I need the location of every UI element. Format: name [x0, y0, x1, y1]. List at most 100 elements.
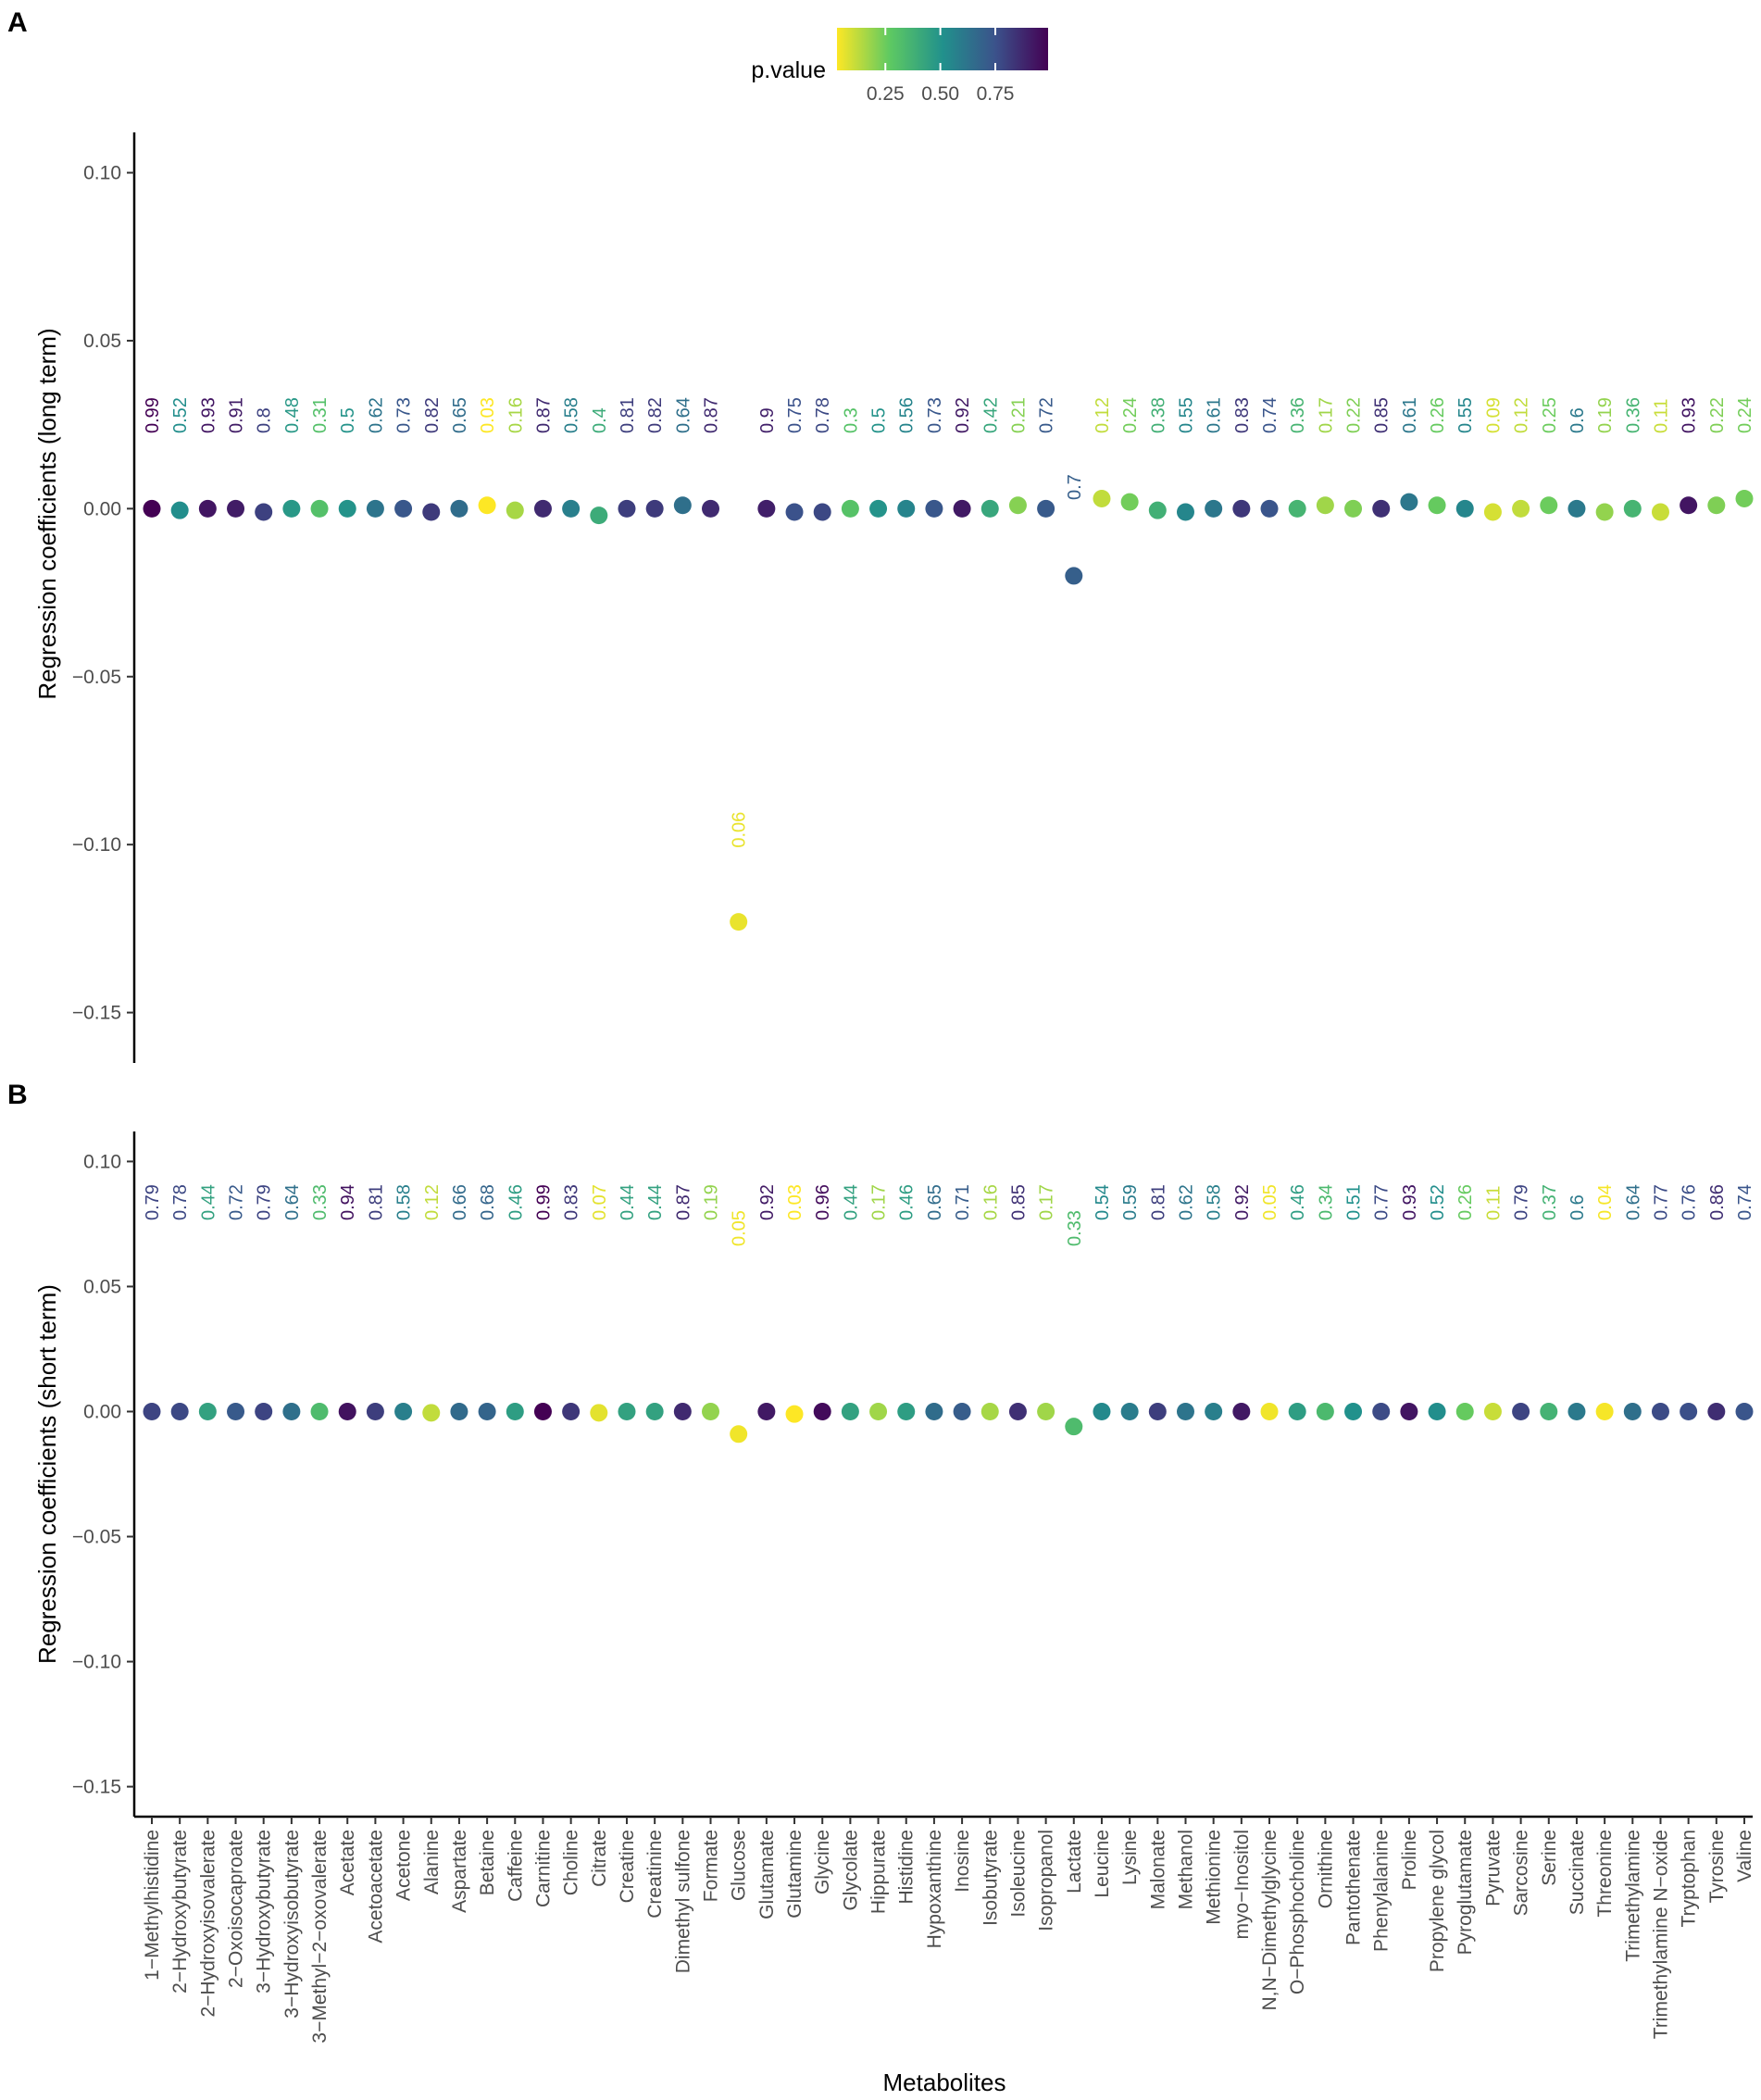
x-tick-label: 1−Methylhistidine — [142, 1830, 163, 1981]
data-point — [562, 1402, 581, 1420]
x-tick-label: 3−Methyl−2−oxovalerate — [309, 1830, 331, 2044]
x-tick-label: Lactate — [1064, 1830, 1085, 1894]
p-value-label: 0.31 — [310, 397, 331, 433]
p-value-label: 0.22 — [1344, 397, 1365, 433]
x-axis: 1−Methylhistidine 2−Hydroxybutyrate 2−Hydr… — [142, 1817, 1755, 2044]
y-tick-label: 0.10 — [83, 1151, 121, 1172]
x-tick-label: Creatinine — [644, 1830, 666, 1919]
x-tick-label: Hippurate — [868, 1830, 890, 1914]
data-point — [841, 499, 859, 518]
data-point — [925, 1402, 943, 1420]
data-point — [645, 499, 664, 518]
p-value-label: 0.8 — [255, 407, 275, 433]
data-point — [1372, 1402, 1391, 1420]
data-point — [255, 503, 273, 521]
data-point — [1707, 1402, 1726, 1420]
x-tick-label: Carnitine — [532, 1830, 554, 1907]
p-value-label: 0.92 — [953, 397, 973, 433]
data-point — [953, 499, 971, 518]
x-tick-label: Methionine — [1204, 1830, 1225, 1925]
data-point — [227, 499, 245, 518]
p-value-label: 0.33 — [1065, 1210, 1085, 1246]
panel-b-label: B — [7, 1080, 28, 1110]
data-point — [1316, 1402, 1334, 1420]
legend-title: p.value — [751, 57, 826, 83]
p-value-label: 0.72 — [227, 1184, 247, 1220]
data-point — [1205, 499, 1223, 518]
p-value-label: 0.33 — [310, 1184, 331, 1220]
y-tick-label: −0.15 — [72, 1777, 121, 1798]
p-value-label: 0.87 — [673, 1184, 693, 1220]
p-value-label: 0.6 — [1567, 407, 1588, 433]
y-tick-label: 0.00 — [83, 498, 121, 519]
x-axis-title: Metabolites — [883, 2069, 1006, 2096]
data-point — [702, 499, 720, 518]
x-tick-label: Acetoacetate — [365, 1830, 386, 1944]
data-point — [1651, 503, 1669, 521]
x-tick-label: 3−Hydroxybutyrate — [254, 1830, 275, 1994]
data-point — [1540, 1402, 1558, 1420]
x-tick-label: 3−Hydroxyisobutyrate — [281, 1830, 303, 2019]
data-point — [1008, 496, 1027, 515]
data-point — [869, 499, 888, 518]
data-point — [673, 1402, 692, 1420]
x-tick-label: Glucose — [729, 1830, 750, 1901]
x-tick-label: Phenylalanine — [1371, 1830, 1393, 1952]
p-value-label: 0.22 — [1707, 397, 1728, 433]
p-value-label: 0.77 — [1372, 1184, 1393, 1220]
p-value-label: 0.44 — [645, 1184, 666, 1220]
data-point — [478, 1402, 496, 1420]
p-value-label: 0.58 — [1205, 1184, 1225, 1220]
p-value-label: 0.94 — [338, 1184, 358, 1220]
data-point — [813, 503, 831, 521]
data-point — [1065, 1418, 1083, 1436]
panel-b-y-axis-title: Regression coefficients (short term) — [33, 1284, 61, 1664]
data-point — [1288, 1402, 1306, 1420]
x-tick-label: Methanol — [1175, 1830, 1196, 1909]
data-point — [450, 499, 468, 518]
data-point — [227, 1402, 245, 1420]
data-point — [1680, 1402, 1698, 1420]
x-tick-label: 2−Hydroxyisovalerate — [197, 1830, 219, 2018]
data-point — [1400, 1402, 1418, 1420]
p-value-label: 0.83 — [562, 1184, 582, 1220]
x-tick-label: Pyroglutamate — [1455, 1830, 1476, 1955]
p-value-label: 0.24 — [1120, 397, 1141, 433]
data-point — [394, 1402, 413, 1420]
p-value-label: 0.78 — [813, 397, 833, 433]
x-tick-label: Threonine — [1594, 1830, 1616, 1918]
p-value-label: 0.16 — [506, 397, 526, 433]
data-point — [366, 499, 384, 518]
y-tick-label: 0.05 — [83, 331, 121, 352]
x-tick-label: Glutamine — [784, 1830, 806, 1919]
p-value-label: 0.9 — [757, 407, 778, 433]
p-value-label: 0.51 — [1344, 1184, 1365, 1220]
legend-tick-label: 0.75 — [977, 83, 1015, 105]
data-point — [450, 1402, 468, 1420]
data-point — [255, 1402, 273, 1420]
data-point — [1595, 503, 1614, 521]
data-point — [730, 913, 748, 931]
x-tick-label: Valine — [1734, 1830, 1755, 1882]
x-tick-label: Isoleucine — [1007, 1830, 1029, 1918]
p-value-label: 0.79 — [143, 1184, 163, 1220]
y-tick-label: −0.10 — [72, 834, 121, 856]
p-value-label: 0.83 — [1232, 397, 1253, 433]
p-value-label: 0.81 — [618, 397, 638, 433]
x-tick-label: Acetate — [337, 1830, 358, 1895]
data-point — [1120, 493, 1139, 511]
p-value-label: 0.44 — [198, 1184, 219, 1220]
x-tick-label: 2−Hydroxybutyrate — [169, 1830, 191, 1994]
x-tick-label: Aspartate — [449, 1830, 470, 1913]
data-point — [618, 499, 636, 518]
data-point — [1483, 503, 1502, 521]
data-point — [1148, 501, 1167, 519]
data-point — [282, 1402, 301, 1420]
p-value-label: 0.77 — [1651, 1184, 1671, 1220]
data-point — [1623, 1402, 1642, 1420]
p-value-label: 0.82 — [645, 397, 666, 433]
p-value-label: 0.52 — [1428, 1184, 1448, 1220]
data-point — [980, 1402, 999, 1420]
y-tick-label: 0.10 — [83, 163, 121, 184]
